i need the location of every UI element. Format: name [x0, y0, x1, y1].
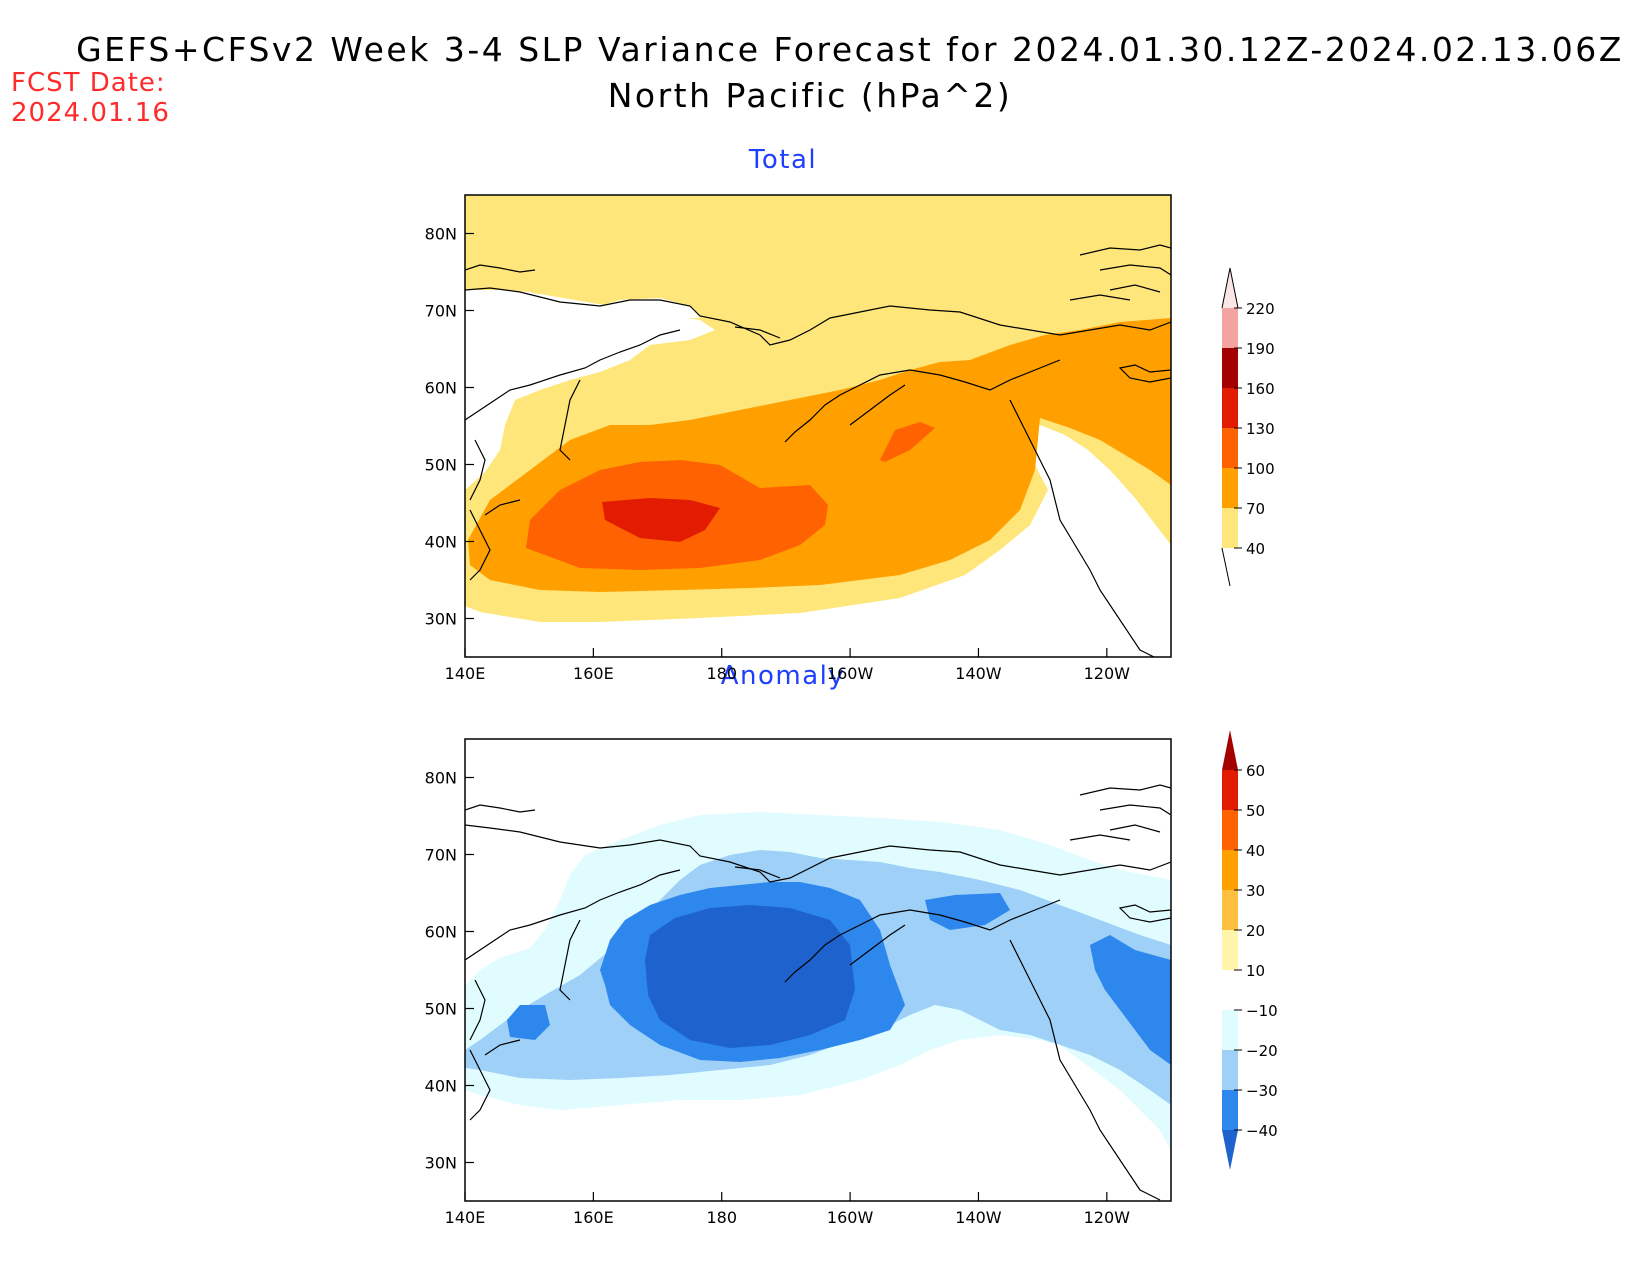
colorbar-label: 40	[1246, 540, 1265, 558]
colorbar-swatch	[1222, 970, 1238, 1010]
lon-tick-label: 160E	[573, 1208, 614, 1227]
colorbar-label: −10	[1246, 1002, 1278, 1020]
lon-tick-label: 180	[706, 1208, 737, 1227]
lat-tick-label: 80N	[425, 225, 457, 244]
colorbar-label: 30	[1246, 882, 1265, 900]
lon-tick-label: 160E	[573, 664, 614, 683]
colorbar-swatch	[1222, 730, 1238, 770]
total-contour-130-160	[602, 498, 720, 542]
colorbar-swatch	[1222, 930, 1238, 970]
chart-title: GEFS+CFSv2 Week 3-4 SLP Variance Forecas…	[76, 30, 1624, 69]
colorbar-swatch	[1222, 770, 1238, 810]
colorbar-label: 100	[1246, 460, 1275, 478]
colorbar-label: 70	[1246, 500, 1265, 518]
colorbar-total: 40 70 100 130 160 190 220	[1221, 267, 1275, 587]
colorbar-swatch	[1222, 810, 1238, 850]
lon-tick-label: 120W	[1084, 1208, 1131, 1227]
colorbar-swatch	[1222, 1010, 1238, 1050]
lon-tick-label: 160W	[827, 1208, 874, 1227]
colorbar-swatch	[1222, 508, 1238, 548]
colorbar-swatch	[1222, 308, 1238, 348]
colorbar-swatch	[1222, 388, 1238, 428]
colorbar-label: 50	[1246, 802, 1265, 820]
colorbar-label: −30	[1246, 1082, 1278, 1100]
colorbar-label: −40	[1246, 1122, 1278, 1140]
total-coastlines	[465, 244, 1171, 657]
total-map	[465, 195, 1171, 657]
lat-tick-label: 60N	[425, 379, 457, 398]
lon-tick-label: 160W	[827, 664, 874, 683]
colorbar-label: 60	[1246, 762, 1265, 780]
lat-tick-label: 70N	[425, 302, 457, 321]
anomaly-contour-below-minus40	[645, 905, 855, 1048]
colorbar-swatch	[1222, 1050, 1238, 1090]
lat-tick-label: 70N	[425, 846, 457, 865]
forecast-date-label: FCST Date:	[11, 68, 166, 98]
anomaly-map-frame	[464, 738, 1172, 1202]
lon-tick-label: 140W	[955, 664, 1002, 683]
panel-title-total: Total	[748, 145, 818, 175]
panel-title-anomaly: Anomaly	[720, 661, 846, 691]
lat-tick-label: 50N	[425, 1000, 457, 1019]
colorbar-swatch	[1222, 1130, 1238, 1170]
colorbar-swatch	[1222, 890, 1238, 930]
lon-tick-label: 180	[706, 664, 737, 683]
lat-tick-label: 40N	[425, 1077, 457, 1096]
colorbar-label: 130	[1246, 420, 1275, 438]
forecast-date-value: 2024.01.16	[11, 98, 170, 128]
lon-tick-label: 120W	[1084, 664, 1131, 683]
colorbar-swatch	[1222, 428, 1238, 468]
lon-tick-label: 140E	[445, 1208, 486, 1227]
total-map-frame	[464, 194, 1172, 658]
total-contour-100-130	[526, 422, 935, 570]
lat-tick-label: 50N	[425, 456, 457, 475]
colorbar-swatch	[1222, 348, 1238, 388]
lat-tick-label: 80N	[425, 769, 457, 788]
lat-tick-label: 30N	[425, 1154, 457, 1173]
lon-tick-label: 140E	[445, 664, 486, 683]
chart-subtitle: North Pacific (hPa^2)	[607, 76, 1013, 115]
anomaly-map	[465, 739, 1171, 1201]
colorbar-label: −20	[1246, 1042, 1278, 1060]
colorbar-label: 40	[1246, 842, 1265, 860]
colorbar-swatch	[1222, 268, 1238, 308]
colorbar-swatch	[1222, 468, 1238, 508]
colorbar-anomaly: −40 −30 −20 −10 10 20 30 40 50 60	[1222, 730, 1278, 1170]
colorbar-label: 10	[1246, 962, 1265, 980]
lat-tick-label: 40N	[425, 533, 457, 552]
colorbar-label: 20	[1246, 922, 1265, 940]
lat-tick-label: 60N	[425, 923, 457, 942]
anomaly-coastlines	[465, 784, 1171, 1201]
lon-tick-label: 140W	[955, 1208, 1002, 1227]
colorbar-swatch	[1222, 850, 1238, 890]
colorbar-swatch	[1222, 1090, 1238, 1130]
colorbar-label: 220	[1246, 300, 1275, 318]
lat-tick-label: 30N	[425, 610, 457, 629]
colorbar-label: 190	[1246, 340, 1275, 358]
colorbar-label: 160	[1246, 380, 1275, 398]
